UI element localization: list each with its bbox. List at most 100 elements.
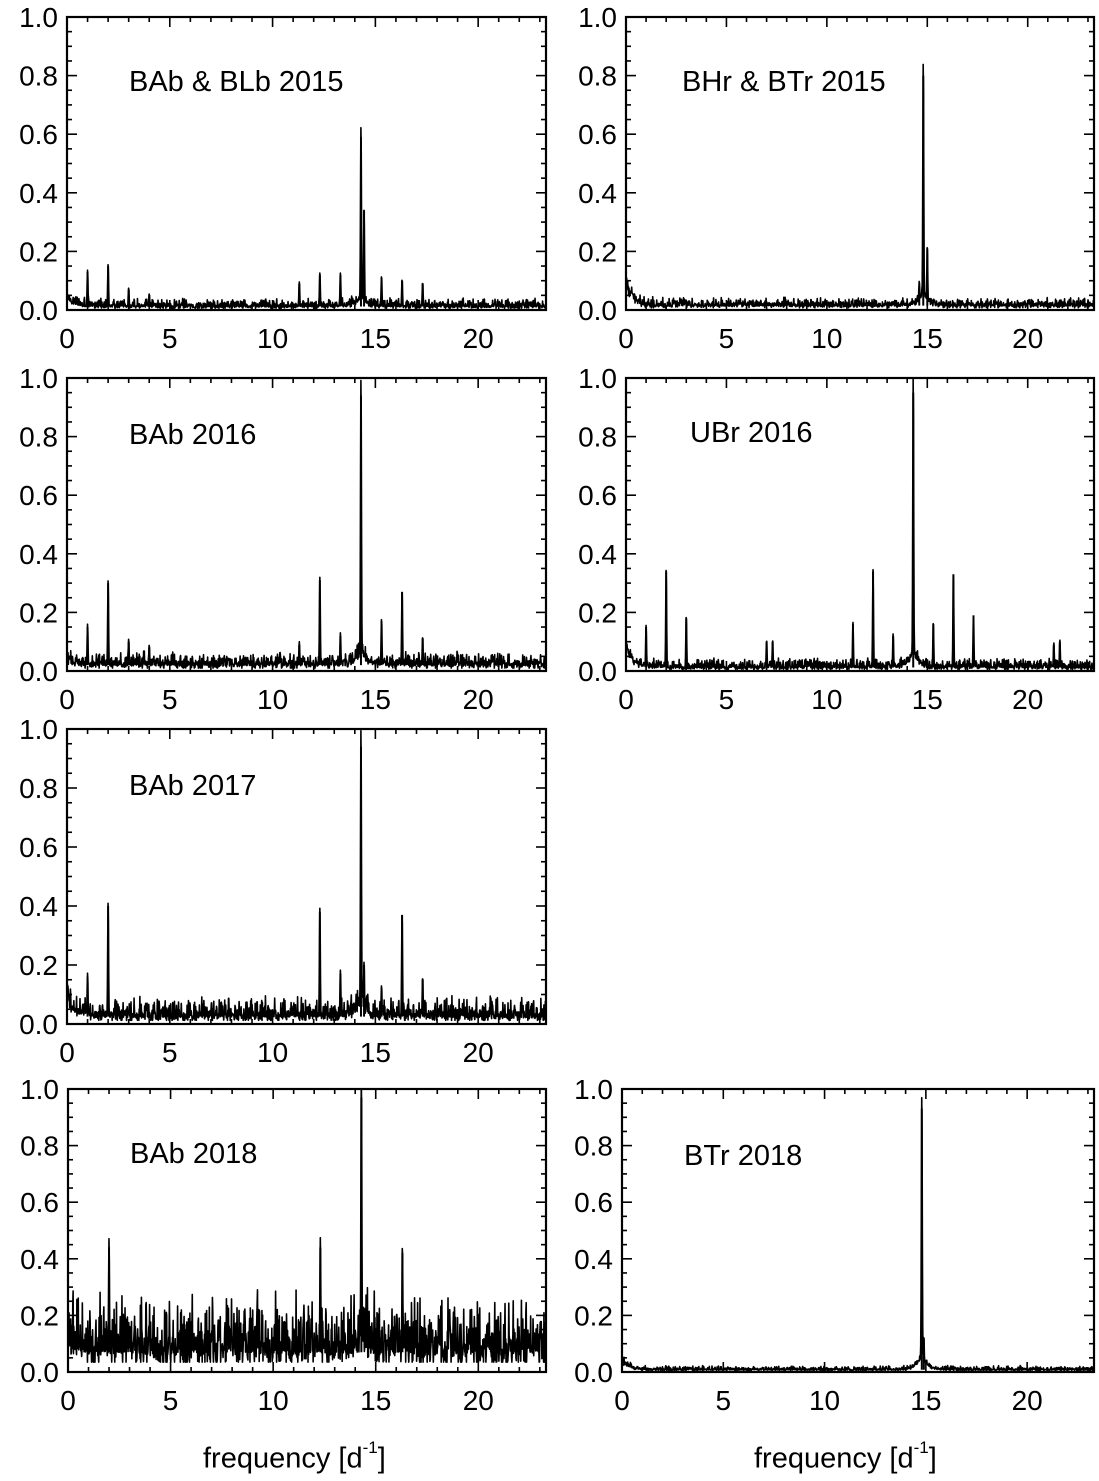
y-tick-label: 0.6: [19, 832, 58, 863]
x-tick-label: 15: [360, 1037, 391, 1068]
y-tick-label: 0.4: [19, 539, 58, 570]
panel-2: 0 5 10 15 20 0.0 0.2 0.4 0.6 0.8 1.0 BHr & BTr 2015: [578, 2, 1096, 354]
y-tick-label: 0.0: [20, 1357, 59, 1388]
y-tick-label: 0.6: [20, 1187, 59, 1218]
y-tick-label: 0.0: [574, 1357, 613, 1388]
x-tick-label: 10: [258, 1385, 289, 1416]
y-tick-label: 1.0: [19, 2, 58, 33]
x-tick-label: 5: [162, 684, 178, 715]
series-line: [68, 1089, 546, 1363]
x-tick-label: 0: [618, 684, 634, 715]
y-tick-label: 0.6: [578, 119, 617, 150]
y-tick-label: 1.0: [578, 2, 617, 33]
y-tick-label: 0.8: [578, 422, 617, 453]
x-axis-label-bracket: ]: [377, 1442, 386, 1475]
x-axis-label-right: frequency [d-1]: [754, 1438, 937, 1476]
y-tick-label: 0.4: [19, 178, 58, 209]
panel-6: 0 5 10 15 20 0.0 0.2 0.4 0.6 0.8 1.0 BAb 2018: [20, 1074, 548, 1416]
y-tick-label: 0.2: [19, 950, 58, 981]
y-tick-label: 0.2: [578, 236, 617, 267]
x-tick-label: 10: [257, 1037, 288, 1068]
y-tick-label: 0.6: [19, 480, 58, 511]
panel-frame: [65, 15, 548, 312]
panel-title: BHr & BTr 2015: [682, 66, 886, 98]
panel-title: BAb 2018: [130, 1138, 257, 1170]
series-line: [622, 1096, 1094, 1372]
x-tick-label: 0: [614, 1385, 630, 1416]
x-tick-label: 20: [463, 323, 494, 354]
x-tick-label: 20: [1012, 684, 1043, 715]
series-line: [67, 729, 546, 1022]
y-tick-label: 0.0: [19, 1009, 58, 1040]
x-tick-label: 0: [59, 323, 75, 354]
x-tick-label: 5: [715, 1385, 731, 1416]
y-tick-label: 0.8: [19, 61, 58, 92]
x-tick-label: 15: [912, 323, 943, 354]
panel-title: BAb & BLb 2015: [129, 66, 343, 98]
x-tick-label: 15: [360, 323, 391, 354]
x-tick-label: 20: [463, 1037, 494, 1068]
y-tick-label: 0.6: [574, 1187, 613, 1218]
x-tick-label: 15: [360, 1385, 391, 1416]
y-tick-label: 0.8: [574, 1131, 613, 1162]
x-tick-label: 20: [1012, 1385, 1043, 1416]
x-tick-label: 0: [59, 1037, 75, 1068]
y-tick-label: 0.0: [19, 656, 58, 687]
y-tick-label: 0.0: [578, 656, 617, 687]
x-tick-label: 10: [811, 323, 842, 354]
x-tick-label: 5: [162, 323, 178, 354]
panel-1: 0 5 10 15 20 0.0 0.2 0.4 0.6 0.8 1.0 BAb & BLb 2015: [19, 2, 548, 354]
panel-7: 0 5 10 15 20 0.0 0.2 0.4 0.6 0.8 1.0 BTr 2018: [574, 1074, 1096, 1416]
series-line: [67, 379, 546, 669]
x-axis-label-superscript: -1: [362, 1438, 378, 1457]
y-tick-label: 0.4: [574, 1244, 613, 1275]
panel-title: BTr 2018: [684, 1140, 802, 1172]
series-line: [67, 126, 546, 310]
x-axis-label-text: frequency [d: [203, 1442, 363, 1475]
y-tick-label: 1.0: [20, 1074, 59, 1105]
panel-3: 0 5 10 15 20 0.0 0.2 0.4 0.6 0.8 1.0 BAb 2016: [19, 363, 548, 715]
panel-5: 0 5 10 15 20 0.0 0.2 0.4 0.6 0.8 1.0 BAb 2017: [19, 714, 548, 1068]
y-tick-label: 0.2: [20, 1300, 59, 1331]
x-tick-label: 20: [1012, 323, 1043, 354]
panel-frame: [620, 1087, 1096, 1374]
y-tick-label: 1.0: [574, 1074, 613, 1105]
y-tick-label: 0.2: [19, 236, 58, 267]
x-axis-label-superscript: -1: [913, 1438, 929, 1457]
y-tick-label: 0.4: [19, 891, 58, 922]
y-tick-label: 0.4: [20, 1244, 59, 1275]
y-tick-label: 0.4: [578, 539, 617, 570]
x-tick-label: 10: [809, 1385, 840, 1416]
x-tick-label: 15: [912, 684, 943, 715]
y-tick-label: 0.2: [578, 597, 617, 628]
x-tick-label: 10: [811, 684, 842, 715]
panel-title: UBr 2016: [690, 417, 813, 449]
y-tick-label: 0.2: [19, 597, 58, 628]
x-tick-label: 10: [257, 684, 288, 715]
x-tick-label: 15: [360, 684, 391, 715]
x-tick-label: 0: [618, 323, 634, 354]
y-tick-label: 0.4: [578, 178, 617, 209]
x-tick-label: 20: [463, 1385, 494, 1416]
panel-title: BAb 2017: [129, 770, 256, 802]
x-tick-label: 10: [257, 323, 288, 354]
x-tick-label: 5: [162, 1037, 178, 1068]
y-tick-label: 0.0: [19, 295, 58, 326]
x-axis-label-text: frequency [d: [754, 1442, 914, 1475]
y-tick-label: 0.8: [19, 773, 58, 804]
y-tick-label: 0.2: [574, 1300, 613, 1331]
series-line: [626, 378, 1094, 671]
y-tick-label: 1.0: [19, 363, 58, 394]
y-tick-label: 0.8: [19, 422, 58, 453]
y-tick-label: 1.0: [578, 363, 617, 394]
x-tick-label: 20: [463, 684, 494, 715]
x-tick-label: 15: [910, 1385, 941, 1416]
x-axis-label-left: frequency [d-1]: [203, 1438, 386, 1476]
y-tick-label: 1.0: [19, 714, 58, 745]
panel-frame: [624, 15, 1096, 312]
y-tick-label: 0.6: [578, 480, 617, 511]
x-tick-label: 5: [719, 323, 735, 354]
y-tick-label: 0.6: [19, 119, 58, 150]
series-line: [626, 63, 1094, 309]
